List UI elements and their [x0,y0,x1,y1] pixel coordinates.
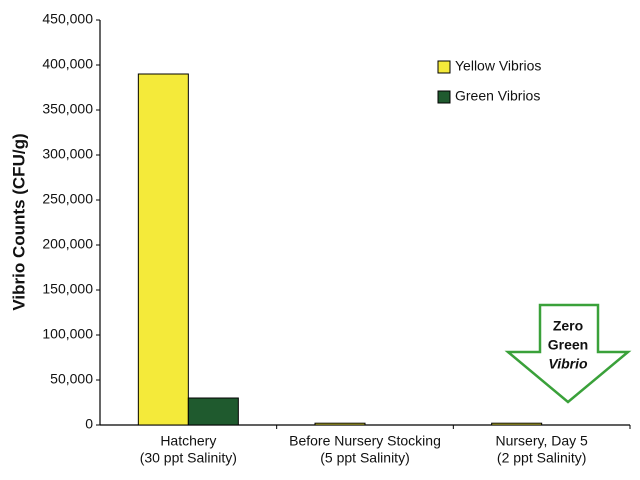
annotation-text: Zero [553,318,583,334]
y-tick-label: 150,000 [42,281,93,297]
x-tick-label: Nursery, Day 5 [496,433,589,449]
annotation-text: Green [548,337,588,353]
legend-swatch [437,60,451,74]
y-tick-label: 50,000 [50,371,93,387]
y-tick-label: 300,000 [42,146,93,162]
annotation-arrow [504,303,632,404]
x-tick-label: (2 ppt Salinity) [497,450,586,466]
y-axis-label: Vibrio Counts (CFU/g) [9,133,28,310]
x-tick-label: (5 ppt Salinity) [320,450,409,466]
x-tick-label: (30 ppt Salinity) [140,450,237,466]
x-tick-label: Hatchery [160,433,216,449]
y-tick-label: 0 [85,416,93,432]
bar [491,422,543,426]
legend-swatch [437,90,451,104]
bar [137,73,189,426]
y-tick-label: 200,000 [42,236,93,252]
y-tick-label: 450,000 [42,11,93,27]
x-tick-label: Before Nursery Stocking [289,433,441,449]
y-tick-label: 350,000 [42,101,93,117]
annotation-text: Vibrio [548,356,588,372]
y-tick-label: 250,000 [42,191,93,207]
legend-label: Yellow Vibrios [455,58,541,74]
bar [187,397,239,426]
y-tick-label: 400,000 [42,56,93,72]
y-tick-label: 100,000 [42,326,93,342]
legend-label: Green Vibrios [455,88,540,104]
bar [314,422,366,426]
